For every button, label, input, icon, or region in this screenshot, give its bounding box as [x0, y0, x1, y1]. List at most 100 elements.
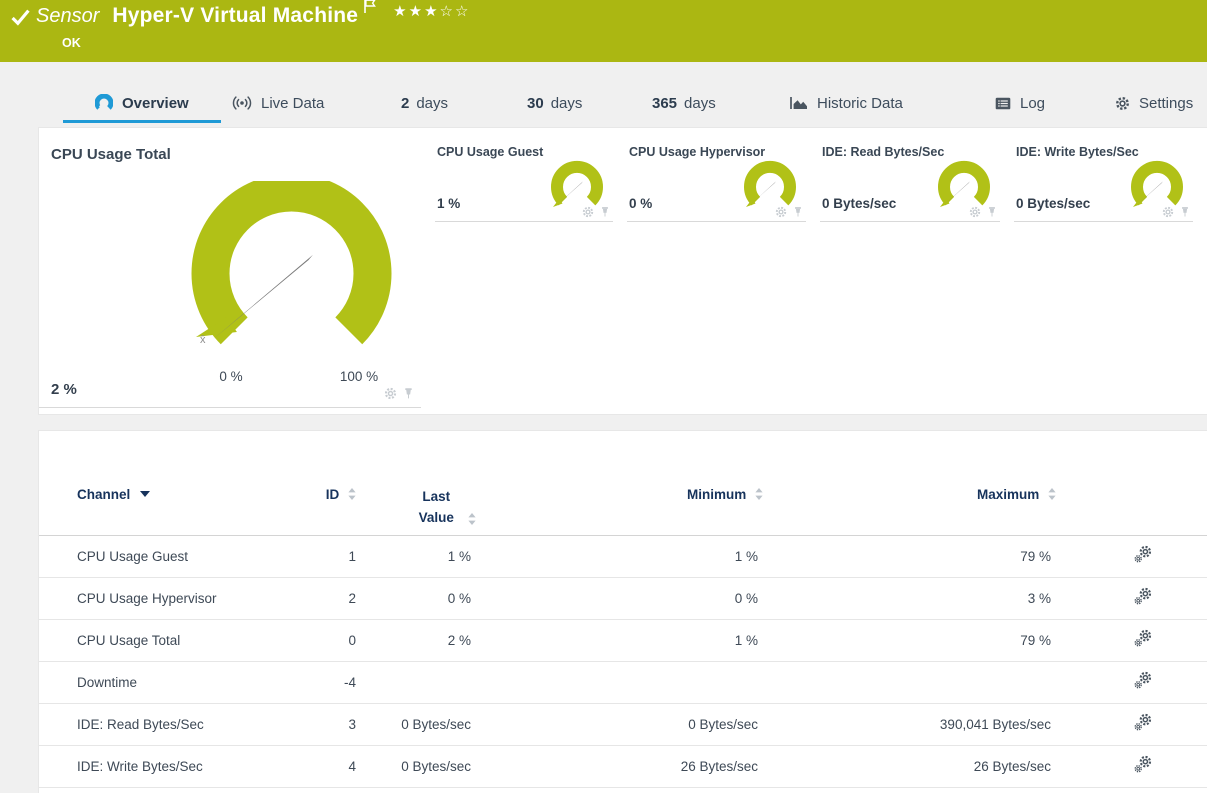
channel-last-value: 1 %	[356, 535, 476, 578]
gauge-tile-cpu-usage-hypervisor: CPU Usage Hypervisor 0 %	[627, 141, 806, 222]
gauge-value: 1 %	[437, 196, 461, 211]
status-badge: OK	[62, 36, 81, 50]
sensor-type-label: Sensor	[36, 5, 100, 27]
tab-bar: Overview Live Data 2 days 30 days 365 days …	[0, 62, 1207, 127]
gauge-tile-ide-write: IDE: Write Bytes/Sec 0 Bytes/sec	[1014, 141, 1193, 222]
pin-icon[interactable]	[402, 387, 415, 400]
column-header-maximum[interactable]: Maximum	[763, 431, 1056, 536]
channel-minimum: 0 %	[476, 577, 763, 620]
sorted-desc-icon	[140, 491, 150, 497]
channel-name[interactable]: IDE: Write Bytes/Sec	[39, 745, 318, 788]
gauge-tile-cpu-usage-guest: CPU Usage Guest 1 %	[435, 141, 613, 222]
pin-icon[interactable]	[986, 206, 998, 218]
average-marker: x̄	[200, 334, 206, 346]
channel-settings-icon[interactable]	[1133, 629, 1152, 648]
gauge-value: 2 %	[51, 381, 77, 398]
table-row: CPU Usage Guest 1 1 % 1 % 79 %	[39, 535, 1207, 578]
column-header-minimum[interactable]: Minimum	[476, 431, 763, 536]
tab-log[interactable]: Log	[995, 92, 1045, 114]
priority-stars[interactable]: ★★★☆☆	[393, 3, 471, 20]
tab-live-data[interactable]: Live Data	[232, 92, 324, 114]
tab-30-days[interactable]: 30 days	[527, 94, 583, 112]
gauge-title: CPU Usage Total	[51, 146, 171, 163]
gear-icon[interactable]	[384, 387, 397, 400]
channel-name[interactable]: CPU Usage Guest	[39, 535, 318, 578]
sort-icon	[755, 488, 763, 500]
mini-gauge	[744, 160, 796, 207]
gauge-title: CPU Usage Guest	[437, 145, 544, 159]
table-row: CPU Usage Hypervisor 2 0 % 0 % 3 %	[39, 577, 1207, 620]
channel-settings-icon[interactable]	[1133, 545, 1152, 564]
table-row: Downtime -4	[39, 661, 1207, 704]
tab-365-days[interactable]: 365 days	[652, 94, 716, 112]
gauge-value: 0 Bytes/sec	[822, 196, 897, 211]
gear-icon	[1115, 96, 1130, 111]
pin-icon[interactable]	[599, 206, 611, 218]
channel-name[interactable]: IDE: Read Bytes/Sec	[39, 703, 318, 746]
mini-gauge	[1131, 160, 1183, 207]
channel-minimum: 0 Bytes/sec	[476, 703, 763, 746]
gauge-value-wedge	[196, 317, 237, 337]
channel-minimum: 26 Bytes/sec	[476, 745, 763, 788]
gauge-min-label: 0 %	[219, 369, 243, 384]
channel-table: Channel ID Last Value Minimum Maximum	[39, 431, 1207, 788]
cpu-total-gauge	[191, 181, 392, 345]
column-header-actions	[1056, 431, 1207, 536]
channel-id: 4	[318, 745, 356, 788]
sort-icon	[468, 513, 476, 525]
channel-last-value: 2 %	[356, 619, 476, 662]
channel-settings-icon[interactable]	[1133, 713, 1152, 732]
sort-icon	[348, 488, 356, 500]
channel-id: 0	[318, 619, 356, 662]
gauge-tile-cpu-usage-total: CPU Usage Total x̄ 0 % 100 % 2 %	[39, 141, 421, 408]
gauge-max-label: 100 %	[339, 369, 379, 384]
channel-last-value	[356, 661, 476, 704]
channel-id: 2	[318, 577, 356, 620]
gauge-title: CPU Usage Hypervisor	[629, 145, 766, 159]
channel-settings-icon[interactable]	[1133, 587, 1152, 606]
channel-settings-icon[interactable]	[1133, 755, 1152, 774]
channel-name[interactable]: Downtime	[39, 661, 318, 704]
sort-icon	[1048, 488, 1056, 500]
table-row: CPU Usage Total 0 2 % 1 % 79 %	[39, 619, 1207, 662]
gear-icon[interactable]	[582, 206, 594, 218]
gear-icon[interactable]	[969, 206, 981, 218]
channel-name[interactable]: CPU Usage Hypervisor	[39, 577, 318, 620]
channel-name[interactable]: CPU Usage Total	[39, 619, 318, 662]
overview-gauges-panel: CPU Usage Total x̄ 0 % 100 % 2 % CPU Usa…	[38, 127, 1207, 415]
tab-2-days[interactable]: 2 days	[401, 94, 449, 112]
flag-icon[interactable]	[363, 0, 377, 19]
ok-check-icon	[11, 9, 30, 26]
channel-settings-icon[interactable]	[1133, 671, 1152, 690]
pin-icon[interactable]	[792, 206, 804, 218]
gear-icon[interactable]	[1162, 206, 1174, 218]
tab-settings[interactable]: Settings	[1115, 92, 1193, 114]
channel-minimum: 1 %	[476, 619, 763, 662]
channel-minimum	[476, 661, 763, 704]
channel-maximum	[763, 661, 1056, 704]
table-row: IDE: Read Bytes/Sec 3 0 Bytes/sec 0 Byte…	[39, 703, 1207, 746]
gauge-tile-ide-read: IDE: Read Bytes/Sec 0 Bytes/sec	[820, 141, 1000, 222]
gauge-title: IDE: Read Bytes/Sec	[822, 145, 945, 159]
gauge-value: 0 Bytes/sec	[1016, 196, 1091, 211]
live-data-icon	[232, 96, 252, 110]
channel-id: 1	[318, 535, 356, 578]
tab-overview[interactable]: Overview	[63, 92, 221, 123]
channel-id: -4	[318, 661, 356, 704]
pin-icon[interactable]	[1179, 206, 1191, 218]
channel-table-panel: Channel ID Last Value Minimum Maximum	[38, 430, 1207, 793]
channel-last-value: 0 %	[356, 577, 476, 620]
column-header-channel[interactable]: Channel	[39, 431, 318, 536]
column-header-id[interactable]: ID	[318, 431, 356, 536]
channel-maximum: 79 %	[763, 535, 1056, 578]
area-chart-icon	[790, 96, 808, 110]
mini-gauge	[938, 160, 990, 207]
channel-id: 3	[318, 703, 356, 746]
channel-maximum: 390,041 Bytes/sec	[763, 703, 1056, 746]
channel-maximum: 79 %	[763, 619, 1056, 662]
column-header-last-value[interactable]: Last Value	[356, 431, 476, 536]
gear-icon[interactable]	[775, 206, 787, 218]
mini-gauge	[551, 160, 603, 207]
sensor-header: Sensor Hyper-V Virtual Machine ★★★☆☆ OK	[0, 0, 1207, 62]
tab-historic-data[interactable]: Historic Data	[790, 92, 903, 114]
